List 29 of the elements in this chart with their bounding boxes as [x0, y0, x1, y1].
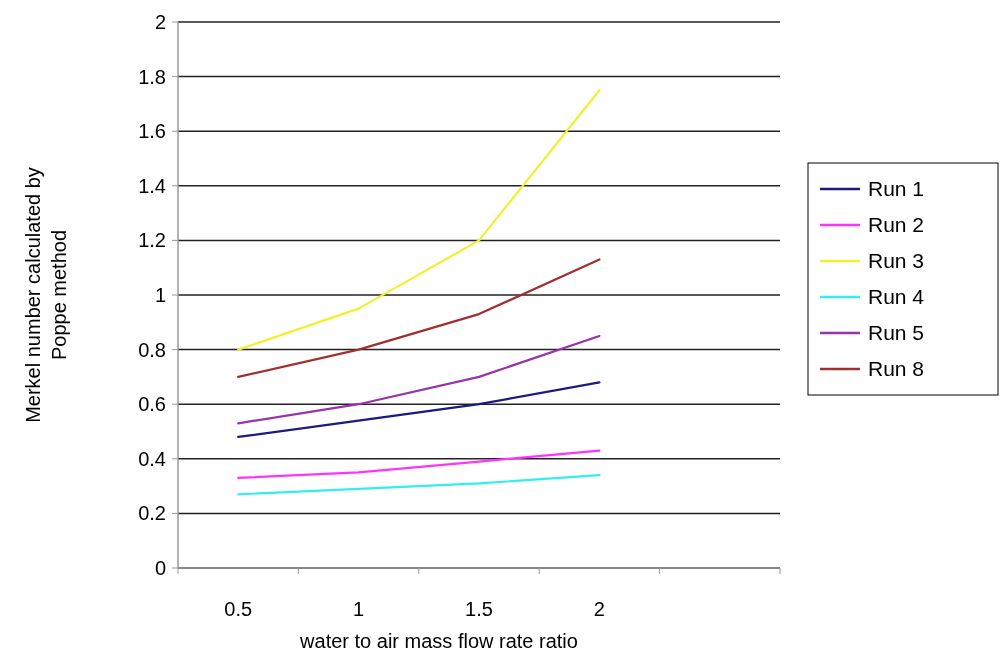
y-tick-label: 2	[154, 11, 166, 33]
x-tick-label: 1.5	[465, 598, 493, 620]
y-tick-label: 1	[154, 284, 166, 306]
y-tick-label: 1.2	[138, 229, 166, 252]
y-tick-label: 1.4	[138, 174, 166, 197]
line-series	[237, 381, 601, 439]
y-tick-label: 1.8	[138, 65, 166, 88]
line-series	[237, 334, 601, 425]
y-tick-label: 1.6	[138, 120, 166, 143]
y-tick-label: 0.2	[138, 502, 166, 525]
x-tick-label: 1	[353, 598, 365, 620]
line-series	[237, 449, 601, 480]
x-axis-title: water to air mass flow rate ratio	[299, 630, 578, 652]
y-axis-title: Merkel number calculated by Poppe method	[22, 167, 70, 423]
y-tick-label: 0.6	[138, 393, 166, 416]
legend-label: Run 2	[868, 213, 925, 237]
y-tick-label: 0.8	[138, 338, 166, 361]
y-tick-label: 0	[154, 557, 166, 579]
legend-label: Run 3	[868, 249, 925, 273]
line-series	[237, 474, 601, 496]
line-series	[237, 89, 601, 351]
y-tick-label: 0.4	[138, 447, 166, 470]
x-tick-label: 0.5	[224, 598, 253, 620]
legend-label: Run 5	[868, 321, 925, 345]
x-tick-label: 2	[593, 598, 605, 620]
legend-label: Run 8	[868, 357, 925, 381]
line-series	[237, 258, 601, 378]
legend-label: Run 1	[868, 177, 925, 201]
legend-label: Run 4	[868, 285, 925, 309]
